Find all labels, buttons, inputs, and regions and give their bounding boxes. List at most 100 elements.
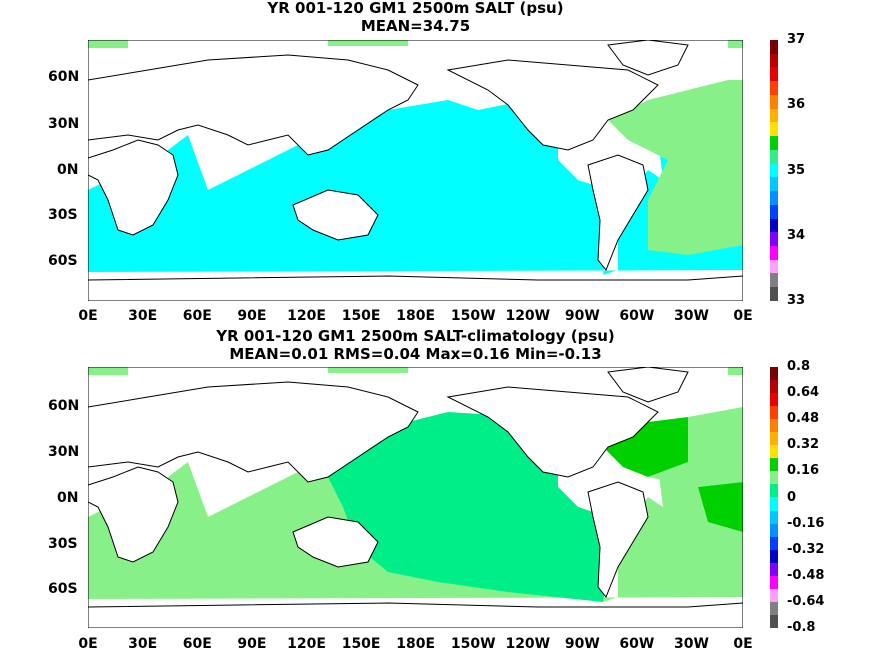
lat-label: 30S [48, 207, 78, 223]
colorbar-label: 33 [787, 293, 806, 308]
colorbar-segment [770, 53, 778, 68]
lon-label: 150E [341, 308, 381, 324]
colorbar-segment [770, 484, 778, 498]
south-atlantic-region [698, 482, 743, 532]
colorbar-segment [770, 136, 778, 150]
lon-label: 30E [128, 636, 158, 652]
greenland [607, 40, 689, 76]
colorbar-label: 0.32 [787, 437, 820, 453]
lon-label: 0E [78, 308, 98, 324]
bottom-map-stats: MEAN=0.01 RMS=0.04 Max=0.16 Min=-0.13 [229, 345, 602, 363]
colorbar-label: -0.32 [787, 541, 825, 557]
top-colorbar [770, 40, 778, 301]
colorbar-label: 0 [787, 489, 797, 505]
lat-label: 60S [48, 581, 78, 597]
colorbar-segment [770, 204, 778, 219]
colorbar-label: -0.8 [787, 620, 816, 635]
colorbar-segment [770, 67, 778, 82]
colorbar-label: 0.16 [787, 463, 820, 479]
top-salinity-map [88, 40, 743, 301]
bottom-map-panel [88, 367, 743, 628]
colorbar-label: -0.64 [787, 593, 825, 609]
colorbar-segment [770, 458, 778, 472]
top-map-panel [88, 40, 743, 301]
north-america [446, 59, 659, 151]
colorbar-label: -0.48 [787, 567, 825, 583]
africa [88, 466, 179, 563]
lon-label: 60W [619, 636, 655, 652]
colorbar-segment [770, 523, 778, 537]
colorbar-segment [770, 575, 778, 589]
africa [88, 139, 179, 236]
lon-label: 90W [564, 636, 600, 652]
colorbar-segment [770, 218, 778, 233]
lon-label: 30W [674, 636, 709, 652]
colorbar-segment [770, 406, 778, 420]
colorbar-segment [770, 94, 778, 109]
colorbar-label: 0.48 [787, 411, 820, 427]
colorbar-segment [770, 471, 778, 485]
lon-label: 150E [341, 636, 381, 652]
colorbar-label: 0.64 [787, 385, 820, 401]
lon-label: 30W [674, 308, 709, 324]
colorbar-segment [770, 601, 778, 615]
north-america [446, 386, 659, 478]
colorbar-label: -0.16 [787, 515, 825, 531]
lon-label: 0E [733, 308, 753, 324]
lat-label: 60N [48, 69, 80, 85]
eurasia [88, 381, 419, 483]
lon-label: 150W [450, 308, 496, 324]
bottom-anomaly-map [88, 367, 743, 628]
bottom-map-title: YR 001-120 GM1 2500m SALT-climatology (p… [216, 327, 615, 345]
indo-pacific-region [88, 100, 743, 275]
colorbar-segment [770, 588, 778, 602]
colorbar-segment [770, 380, 778, 394]
antarctica [88, 275, 743, 301]
colorbar-segment [770, 149, 778, 164]
colorbar-label: 37 [787, 32, 806, 47]
colorbar-segment [770, 191, 778, 205]
colorbar-segment [770, 367, 778, 381]
lon-label: 90E [237, 308, 267, 324]
colorbar-segment [770, 419, 778, 433]
colorbar-segment [770, 287, 778, 301]
colorbar-segment [770, 432, 778, 446]
colorbar-segment [770, 445, 778, 459]
australia [292, 516, 379, 568]
colorbar-segment [770, 81, 778, 95]
north-atlantic-region [603, 417, 688, 477]
lon-label: 90W [564, 308, 600, 324]
colorbar-label: 35 [787, 162, 806, 178]
antarctica [88, 602, 743, 628]
lon-label: 120E [287, 636, 326, 652]
south-america [587, 154, 649, 271]
colorbar-label: 0.8 [787, 359, 811, 374]
greenland [607, 367, 689, 403]
lon-label: 120W [505, 308, 551, 324]
colorbar-segment [770, 510, 778, 524]
colorbar-segment [770, 273, 778, 288]
colorbar-segment [770, 40, 778, 54]
bottom-colorbar [770, 367, 778, 628]
lat-label: 30N [48, 116, 80, 132]
lon-label: 180E [396, 308, 436, 324]
australia [292, 189, 379, 241]
colorbar-segment [770, 108, 778, 123]
colorbar-segment [770, 122, 778, 137]
lat-label: 60S [48, 253, 78, 269]
lat-label: 0N [57, 162, 79, 178]
lon-label: 90E [237, 636, 267, 652]
colorbar-label: 36 [787, 97, 806, 113]
lat-label: 0N [57, 490, 79, 506]
south-america [587, 481, 649, 598]
lon-label: 120E [287, 308, 326, 324]
lat-label: 60N [48, 398, 80, 414]
lat-label: 30N [48, 444, 80, 460]
colorbar-segment [770, 614, 778, 628]
colorbar-segment [770, 497, 778, 511]
lon-label: 60E [182, 636, 212, 652]
lat-label: 30S [48, 536, 78, 552]
colorbar-segment [770, 163, 778, 178]
lon-label: 120W [505, 636, 551, 652]
top-map-mean: MEAN=34.75 [360, 17, 471, 35]
